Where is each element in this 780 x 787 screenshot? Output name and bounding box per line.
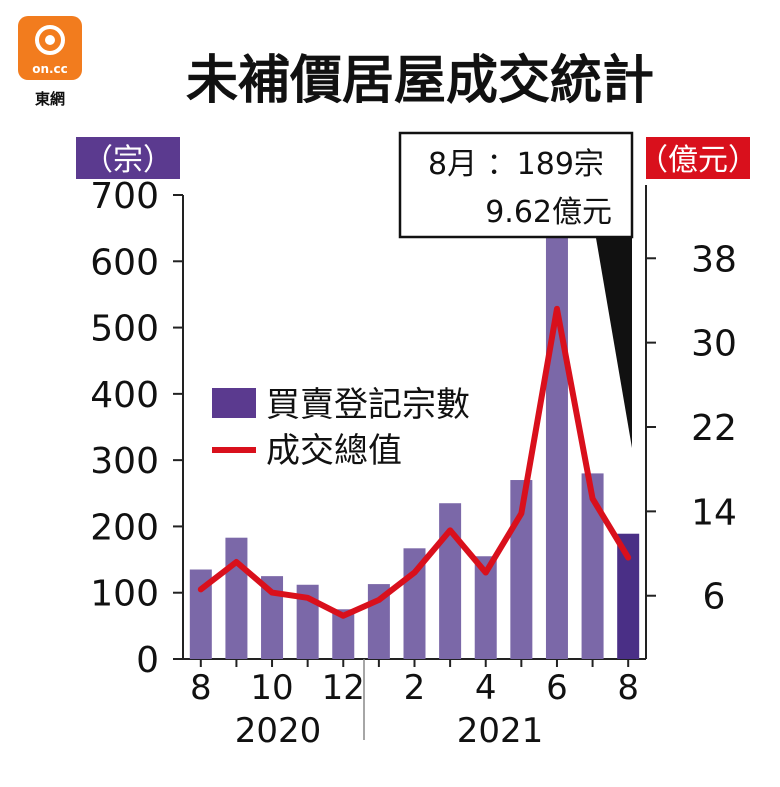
bar-series xyxy=(189,221,640,659)
year-label-2020: 2020 xyxy=(235,711,322,751)
legend: 買賣登記宗數 成交總值 xyxy=(212,385,470,471)
x-tick-label-10: 6 xyxy=(546,668,568,708)
bar-7 xyxy=(439,503,462,659)
logo-mark: on.cc xyxy=(32,62,68,76)
left-tick-label-1: 100 xyxy=(90,574,159,615)
legend-bar-label: 買賣登記宗數 xyxy=(266,385,470,425)
right-tick-label-4: 38 xyxy=(691,239,737,280)
logo-dot-icon xyxy=(45,35,55,45)
bar-10 xyxy=(545,221,568,659)
chart-title: 未補價居屋成交統計 xyxy=(186,51,654,111)
left-tick-label-4: 400 xyxy=(90,375,159,416)
x-tick-label-4: 12 xyxy=(322,668,365,708)
logo-ring-icon xyxy=(35,25,65,55)
right-tick-label-1: 14 xyxy=(691,492,737,533)
right-unit-label: （億元） xyxy=(638,143,758,178)
right-unit-badge xyxy=(646,137,750,179)
left-unit-badge xyxy=(76,137,180,179)
year-label-2021: 2021 xyxy=(457,711,544,751)
left-unit-label: （宗） xyxy=(83,143,173,178)
callout-box xyxy=(398,131,634,239)
legend-line-label: 成交總值 xyxy=(266,431,402,471)
left-tick-label-7: 700 xyxy=(90,176,159,217)
x-axis-ticks: 8 10 12 2 4 6 8 xyxy=(190,659,639,708)
oncc-logo: on.cc 東網 xyxy=(18,16,82,108)
left-tick-label-2: 200 xyxy=(90,507,159,548)
left-tick-label-3: 300 xyxy=(90,441,159,482)
x-tick-label-2: 10 xyxy=(250,668,293,708)
bar-1 xyxy=(225,537,248,659)
bar-0 xyxy=(189,569,212,659)
left-tick-label-6: 600 xyxy=(90,242,159,283)
left-axis-ticks: 0 100 200 300 400 500 600 700 xyxy=(90,176,183,681)
bar-4 xyxy=(332,609,355,659)
right-tick-label-0: 6 xyxy=(703,577,726,618)
logo-badge xyxy=(18,16,82,80)
right-axis-ticks: 6 14 22 30 38 xyxy=(646,239,737,618)
bar-11 xyxy=(581,473,604,659)
x-tick-label-0: 8 xyxy=(190,668,212,708)
right-tick-label-3: 30 xyxy=(691,324,737,365)
annotation-callout: 8月 ：189宗 9.62億元 xyxy=(398,131,634,448)
legend-bar-swatch xyxy=(212,388,256,418)
bar-12 xyxy=(617,533,640,659)
callout-line-2: 9.62億元 xyxy=(485,195,612,230)
bar-8 xyxy=(474,556,497,659)
callout-pointer xyxy=(596,238,632,448)
logo-caption: 東網 xyxy=(35,90,65,108)
bar-2 xyxy=(261,576,284,659)
line-series xyxy=(197,305,632,619)
left-tick-label-5: 500 xyxy=(90,309,159,350)
x-tick-label-12: 8 xyxy=(617,668,639,708)
x-tick-label-6: 2 xyxy=(404,668,426,708)
callout-line-1: 8月 ：189宗 xyxy=(428,147,604,182)
x-tick-label-8: 4 xyxy=(475,668,497,708)
left-tick-label-0: 0 xyxy=(136,640,159,681)
right-tick-label-2: 22 xyxy=(691,408,737,449)
